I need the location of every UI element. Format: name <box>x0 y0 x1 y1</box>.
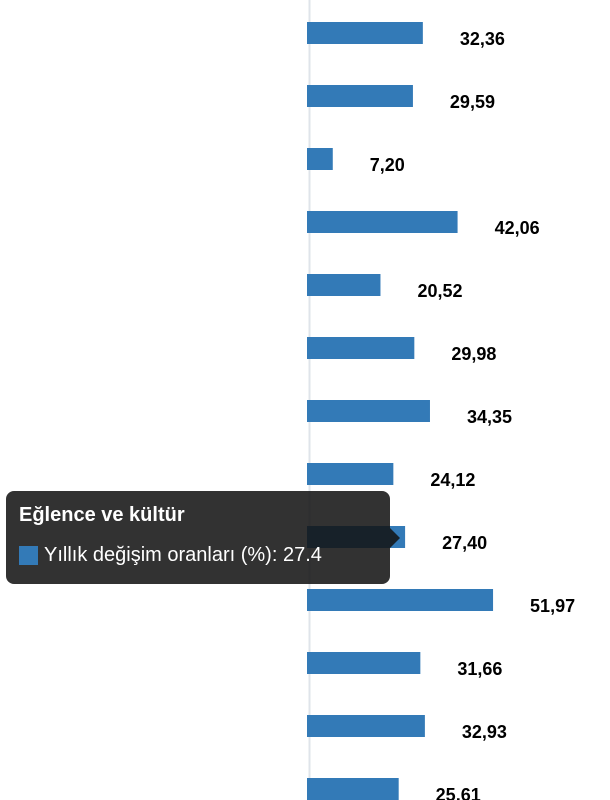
data-label: 27,40 <box>442 533 487 553</box>
data-label: 29,98 <box>451 344 496 364</box>
bar[interactable] <box>307 22 423 44</box>
bar[interactable] <box>307 85 413 107</box>
data-label: 34,35 <box>467 407 512 427</box>
data-label: 7,20 <box>370 155 405 175</box>
tooltip-arrow <box>390 528 400 548</box>
bar[interactable] <box>307 778 399 800</box>
bar[interactable] <box>307 715 425 737</box>
tooltip-row: Yıllık değişim oranları (%): 27.4 <box>19 543 377 567</box>
bar[interactable] <box>307 211 458 233</box>
bar[interactable] <box>307 589 494 611</box>
bar[interactable] <box>307 463 394 485</box>
bar[interactable] <box>307 652 421 674</box>
data-label: 29,59 <box>450 92 495 112</box>
data-label: 42,06 <box>495 218 540 238</box>
series-swatch <box>19 545 38 565</box>
data-label: 25,61 <box>436 785 481 800</box>
data-label: 24,12 <box>430 470 475 490</box>
bar[interactable] <box>307 148 333 170</box>
data-label: 20,52 <box>417 281 462 301</box>
tooltip: Eğlence ve kültür Yıllık değişim oranlar… <box>6 491 400 584</box>
data-label: 51,97 <box>530 596 575 616</box>
data-label: 32,93 <box>462 722 507 742</box>
bar[interactable] <box>307 400 430 422</box>
tooltip-label: Yıllık değişim oranları (%): 27.4 <box>44 544 322 566</box>
bar[interactable] <box>307 274 381 296</box>
data-label: 31,66 <box>457 659 502 679</box>
tooltip-title: Eğlence ve kültür <box>19 504 185 526</box>
data-label: 32,36 <box>460 29 505 49</box>
bar[interactable] <box>307 337 415 359</box>
